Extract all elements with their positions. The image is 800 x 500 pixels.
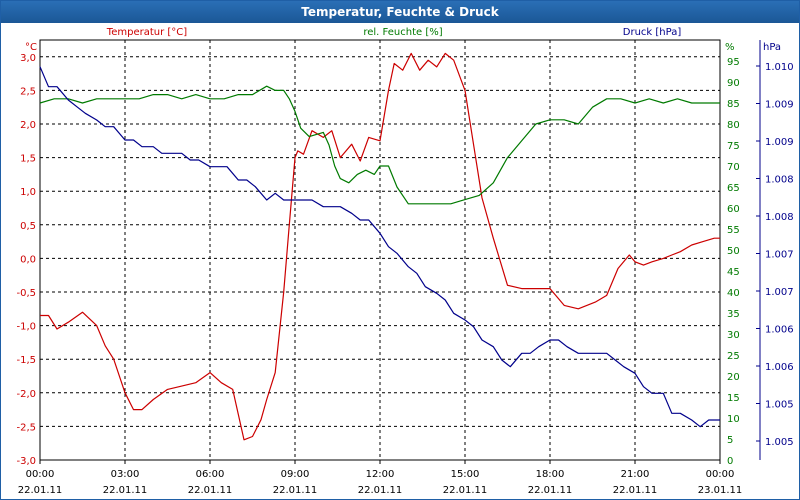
y-tick-hum: 25 [727,351,740,362]
y-tick-press: 1.007 [765,250,794,261]
series-line-temp [40,52,720,441]
axis-unit-temp: °C [25,42,37,53]
y-tick-hum: 50 [727,246,740,257]
y-tick-temp: -2,0 [16,389,36,400]
x-tick-date: 22.01.11 [18,485,63,496]
y-tick-hum: 10 [727,414,740,425]
y-tick-hum: 35 [727,309,740,320]
y-tick-hum: 20 [727,372,740,383]
x-tick-time: 00:00 [706,469,735,480]
y-tick-press: 1.009 [765,137,794,148]
x-tick-date: 22.01.11 [613,485,658,496]
x-tick-date: 22.01.11 [528,485,573,496]
series-line-hum [39,85,720,205]
y-tick-temp: 0,5 [20,221,36,232]
y-tick-temp: -0,5 [16,288,36,299]
y-tick-temp: 2,0 [20,120,36,131]
y-tick-press: 1.010 [765,62,794,73]
y-tick-temp: -1,0 [16,322,36,333]
y-tick-temp: -3,0 [16,456,36,467]
y-tick-hum: 90 [727,78,740,89]
x-tick-time: 03:00 [111,469,140,480]
y-tick-press: 1.008 [765,212,794,223]
series-line-press [39,66,720,428]
series-label-temp: Temperatur [°C] [106,27,187,38]
y-tick-temp: -2,5 [16,422,36,433]
x-tick-time: 00:00 [26,469,55,480]
y-tick-hum: 95 [727,57,740,68]
y-tick-press: 1.005 [765,400,794,411]
y-tick-temp: 0,0 [20,254,36,265]
grid-lines [39,40,761,464]
axis-unit-hum: % [725,42,735,53]
series-layer [39,52,720,441]
y-tick-hum: 75 [727,141,740,152]
x-tick-date: 22.01.11 [188,485,233,496]
y-tick-press: 1.005 [765,437,794,448]
x-tick-date: 23.01.11 [698,485,743,496]
y-tick-temp: 1,0 [20,187,36,198]
y-tick-temp: 1,5 [20,154,36,165]
y-tick-temp: 2,5 [20,86,36,97]
y-tick-press: 1.006 [765,362,794,373]
y-tick-hum: 5 [727,435,733,446]
y-tick-hum: 60 [727,204,740,215]
series-label-press: Druck [hPa] [623,27,682,38]
x-tick-date: 22.01.11 [273,485,318,496]
y-tick-hum: 55 [727,225,740,236]
y-tick-hum: 30 [727,330,740,341]
axis-unit-press: hPa [763,42,781,53]
y-tick-hum: 70 [727,162,740,173]
y-tick-hum: 45 [727,267,740,278]
y-tick-hum: 85 [727,99,740,110]
x-tick-date: 22.01.11 [443,485,488,496]
tick-labels: 00:00 22.01.11 03:00 22.01.11 06:00 22.01.11 0… [16,53,793,496]
chart-title: Temperatur, Feuchte & Druck [301,5,499,19]
x-tick-time: 15:00 [451,469,480,480]
x-tick-date: 22.01.11 [358,485,403,496]
y-tick-hum: 15 [727,393,740,404]
x-tick-time: 06:00 [196,469,225,480]
y-tick-press: 1.007 [765,287,794,298]
y-tick-press: 1.009 [765,100,794,111]
y-tick-temp: 3,0 [20,53,36,64]
y-tick-hum: 0 [727,456,733,467]
y-tick-hum: 40 [727,288,740,299]
y-tick-press: 1.006 [765,325,794,336]
x-tick-time: 09:00 [281,469,310,480]
y-tick-hum: 65 [727,183,740,194]
y-tick-press: 1.008 [765,175,794,186]
y-tick-hum: 80 [727,120,740,131]
x-tick-date: 22.01.11 [103,485,148,496]
y-tick-temp: -1,5 [16,355,36,366]
series-label-hum: rel. Feuchte [%] [363,27,442,38]
x-tick-time: 18:00 [536,469,565,480]
x-tick-time: 12:00 [366,469,395,480]
title-bar: Temperatur, Feuchte & Druck [1,1,799,23]
x-tick-time: 21:00 [621,469,650,480]
